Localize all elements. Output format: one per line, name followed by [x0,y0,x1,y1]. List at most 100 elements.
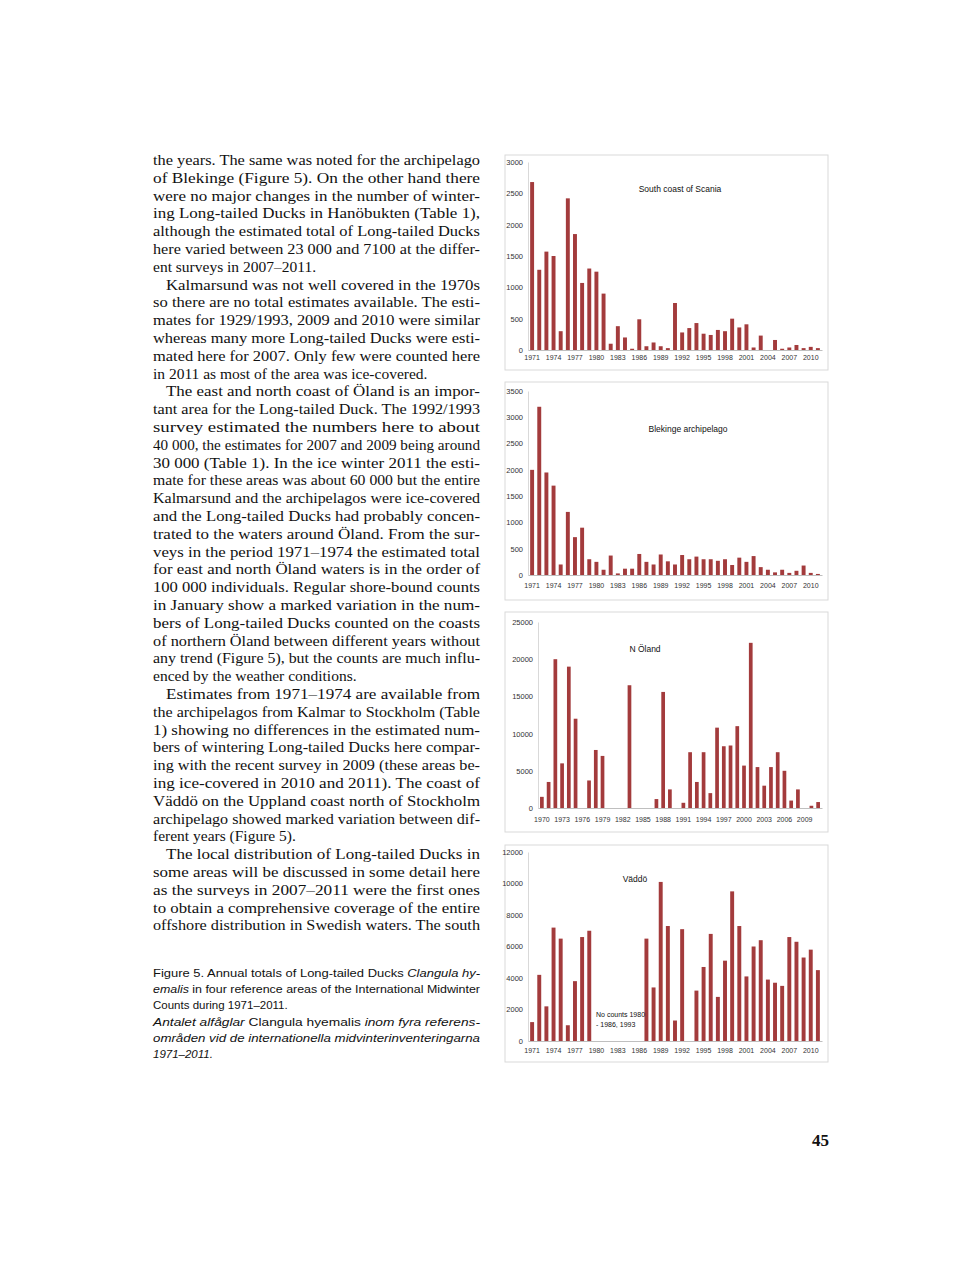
bar [655,799,659,808]
bar [614,808,618,809]
tick-label: 1977 [567,354,583,361]
tick: 1971 [524,350,540,361]
bar [787,573,791,575]
tick: 3000 [506,413,528,422]
bar [682,803,686,808]
bar [580,808,584,809]
axis-line [529,575,823,576]
bar [794,345,798,350]
bar [673,1021,677,1041]
tick-label: 12000 [502,848,523,857]
chart: 0200040006000800010000120001971197419771… [502,845,828,1062]
bar [716,330,720,350]
bar [602,294,606,350]
bar [766,570,770,575]
tick-label: 1997 [716,816,732,823]
text-line: tant area for the Long-tailed Duck. The … [153,400,480,417]
text-line: ing ice-covered in 2010 and 2011). The c… [153,774,481,792]
bar [744,324,748,350]
bar [796,789,800,808]
text-line: The local distribution of Long-tailed Du… [166,845,480,862]
tick: 1998 [717,575,733,589]
bar [566,198,570,350]
bar [752,556,756,575]
caption-segment: Antalet alfåglar [152,1016,249,1028]
bar [659,882,663,1041]
tick: 2500 [506,189,528,198]
tick-label: 1980 [589,582,605,589]
tick-label: 1000 [506,518,523,527]
tick-label: 2006 [777,816,793,823]
page: the years. The same was noted for the ar… [0,0,960,1285]
bar [623,569,627,575]
bars [540,643,820,808]
tick: 1971 [524,1041,540,1054]
bar [580,283,584,350]
tick-label: 2500 [506,439,523,448]
x-axis: 1971197419771980198319861989199219951998… [524,1041,822,1054]
bar [652,564,656,575]
tick-label: 1979 [595,816,611,823]
tick: 1971 [524,575,540,589]
caption-line: 1971–2011. [153,1048,213,1060]
tick-label: 10000 [502,879,523,888]
bar [587,269,591,350]
text-line: Estimates from 1971–1974 are available f… [166,685,480,702]
tick: 1997 [716,808,732,823]
bar [559,939,563,1041]
text-line: and the Long-tailed Ducks had probably c… [153,507,480,524]
text-line: The east and north coast of Öland is an … [166,382,480,399]
tick: 1500 [506,492,528,501]
tick-label: 2000 [506,1005,523,1014]
text-line: Väddö on the Uppland coast north of Stoc… [153,792,480,809]
bar [573,537,577,575]
tick: 1989 [653,575,669,589]
axis-line [529,1041,823,1042]
text-line: although the estimated total of Long-tai… [153,222,480,239]
tick-label: 1992 [674,1047,690,1054]
tick: 10000 [512,730,538,739]
axis-line [528,163,529,351]
tick-label: 1992 [674,582,690,589]
tick: 1998 [717,350,733,361]
bar [730,891,734,1041]
text-line: whereas many more Long-tailed Ducks were… [153,329,480,346]
bar [530,1022,534,1041]
tick-label: 1500 [506,492,523,501]
bar [709,559,713,575]
tick: 1980 [589,575,605,589]
bar [783,771,787,808]
bar [735,726,739,808]
bar [730,565,734,575]
tick: 2010 [803,1041,819,1054]
tick-label: 1991 [676,816,692,823]
chart-frame [505,155,828,370]
bar [544,1006,548,1041]
chart-title: Väddö [623,874,648,884]
tick-label: 1985 [635,816,651,823]
bars [530,882,820,1041]
bar [759,567,763,575]
tick: 2006 [777,808,793,823]
bar [715,728,719,808]
tick-label: 0 [529,804,533,813]
bars [530,407,820,575]
tick: 1995 [696,350,712,361]
bar [702,967,706,1041]
bar [644,562,648,575]
tick-label: 1995 [696,354,712,361]
bar [675,808,679,809]
bar [762,786,766,808]
tick-label: 2007 [782,582,798,589]
tick: 1994 [696,808,712,823]
bar [816,348,820,350]
tick-label: 2500 [506,189,523,198]
tick-label: 0 [519,346,523,355]
tick-label: 1986 [631,1047,647,1054]
caption-segment: in four reference areas of the Internati… [189,983,480,995]
bar [759,336,763,350]
y-axis: 0500100015002000250030003500 [506,387,528,580]
text-line: ing Long-tailed Ducks in Hanöbukten (Tab… [153,204,480,222]
tick-label: 1983 [610,582,626,589]
tick: 1000 [506,283,528,292]
